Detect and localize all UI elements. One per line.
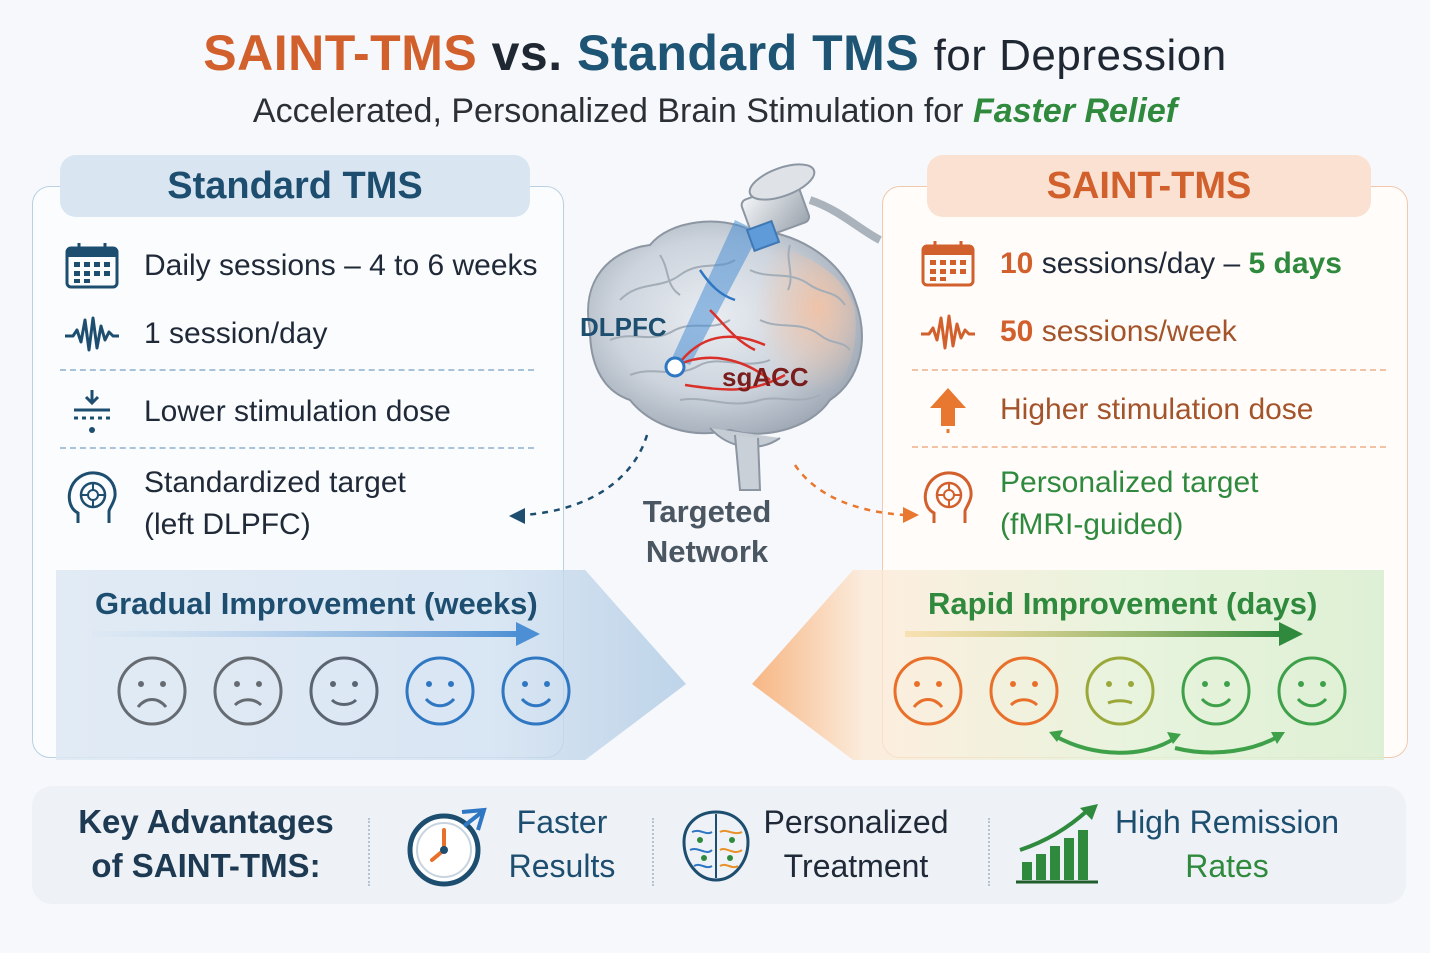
key-advantages-bar [32,786,1406,904]
rapid-title: Rapid Improvement (days) [928,586,1318,621]
divider [652,818,654,886]
advantage-faster-line2: Results [508,848,616,884]
advantage-remission: High Remission Rates [1108,800,1346,888]
divider [60,447,534,449]
saint-item-dose: Higher stimulation dose [918,384,1398,436]
sad-face-icon [893,656,963,726]
advantage-personalized-line2: Treatment [783,848,929,884]
subtitle-main: Accelerated, Personalized Brain Stimulat… [252,92,964,130]
smile-face-icon [501,656,571,726]
standard-item-text: Lower stimulation dose [144,395,451,428]
neutral-face-icon [1085,656,1155,726]
growth-chart-icon [1016,804,1098,884]
advantages-title-line2: of SAINT-TMS: [91,847,321,884]
gradual-band [56,570,686,760]
divider [912,446,1386,448]
dlpfc-label: DLPFC [580,312,667,342]
targeted-network-label: Targeted Network [612,492,802,572]
saint-week-unit: sessions/week [1041,315,1237,348]
rapid-arrow-icon [905,622,1303,646]
saint-item-target: Personalized target (fMRI-guided) [918,462,1398,546]
divider [912,369,1386,371]
targeted-line2: Network [645,534,769,569]
divider [368,818,370,886]
dose-low-icon [62,386,122,438]
smile-face-icon [1277,656,1347,726]
saint-item-text-line2: (fMRI-guided) [1000,508,1184,541]
sad-face-icon [117,656,187,726]
standard-item-sessions: Daily sessions – 4 to 6 weeks [62,240,542,292]
standard-item-target: Standardized target (left DLPFC) [62,462,542,546]
standard-item-dose: Lower stimulation dose [62,386,542,438]
saint-heading: SAINT-TMS [927,155,1371,217]
saint-item-text-line1: Personalized target [1000,466,1259,499]
connector-arrows [509,434,919,524]
title-vs: vs. [491,25,563,81]
standard-item-text-line2: (left DLPFC) [144,508,311,541]
neutral-smile-face-icon [309,656,379,726]
page-title: SAINT-TMS vs. Standard TMS for Depressio… [0,22,1430,87]
progress-curve-icon [1049,730,1285,755]
saint-week-count: 50 [1000,315,1034,348]
rapid-band [752,570,1384,760]
smile-face-icon [405,656,475,726]
advantage-personalized-line1: Personalized [763,804,949,840]
advantage-faster-line1: Faster [516,804,608,840]
standard-item-per-day: 1 session/day [62,308,542,360]
gradual-title: Gradual Improvement (weeks) [95,586,538,621]
saint-sessions-count: 10 [1000,247,1034,280]
saint-sessions-unit: sessions/day – [1041,247,1241,280]
advantages-title: Key Advantages of SAINT-TMS: [56,800,356,888]
sgacc-label: sgACC [722,362,809,392]
waveform-icon [62,308,122,360]
standard-heading: Standard TMS [60,155,530,217]
saint-item-sessions: 10 sessions/day – 5 days [918,238,1398,290]
divider [60,369,534,371]
targeted-line1: Targeted [642,494,772,529]
title-rest: for Depression [933,31,1227,80]
waveform-icon [918,306,978,358]
sad-face-icon [989,656,1059,726]
page-subtitle: Accelerated, Personalized Brain Stimulat… [0,88,1430,134]
saint-item-text: Higher stimulation dose [1000,393,1314,426]
head-target-icon [62,471,122,524]
arrow-up-icon [918,384,978,436]
smile-face-icon [1181,656,1251,726]
saint-item-per-week: 50 sessions/week [918,306,1398,358]
saint-days: 5 days [1248,247,1342,280]
standard-item-text: 1 session/day [144,317,328,350]
head-target-icon [918,471,978,524]
advantages-title-line1: Key Advantages [78,803,334,840]
advantage-remission-line1: High Remission [1114,804,1340,840]
advantage-faster: Faster Results [496,800,628,888]
calendar-icon [62,240,122,292]
title-standard: Standard TMS [577,25,920,81]
brain-illustration [587,163,882,491]
standard-item-text-line1: Standardized target [144,466,406,499]
calendar-icon [918,238,978,290]
sad-face-icon [213,656,283,726]
advantage-personalized: Personalized Treatment [758,800,954,888]
title-saint: SAINT-TMS [203,25,478,81]
divider [988,818,990,886]
subtitle-highlight: Faster Relief [972,92,1178,130]
gradual-arrow-icon [92,622,540,646]
advantage-remission-line2: Rates [1185,848,1269,884]
brain-network-icon [682,810,750,882]
standard-item-text: Daily sessions – 4 to 6 weeks [144,249,538,282]
clock-icon [407,807,487,887]
